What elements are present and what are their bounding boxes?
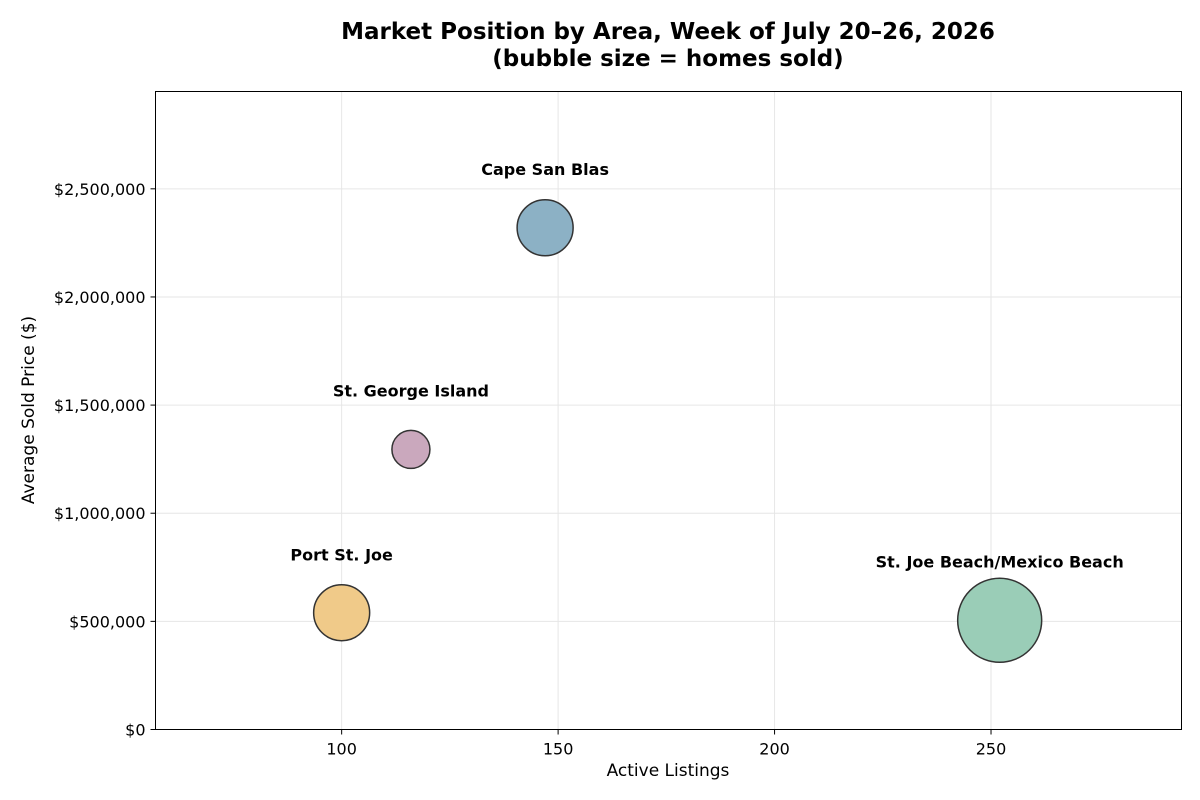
chart-title-line-2: (bubble size = homes sold) [492, 46, 843, 72]
x-tick-label: 200 [759, 740, 790, 759]
axis-ticks: 100 150 200 250 $0 $500,000 $1,000,000 $1,500,0… [54, 180, 1006, 759]
bubble-point [956, 577, 1043, 664]
bubble-label: St. George Island [333, 381, 489, 400]
y-axis-label: Average Sold Price ($) [19, 316, 39, 504]
y-tick-label: $1,500,000 [54, 396, 146, 415]
bubble-point [312, 583, 371, 642]
bubble-labels: St. Joe Beach/Mexico Beach Port St. Joe Ca… [290, 160, 1123, 572]
y-tick-label: $0 [125, 721, 145, 740]
y-tick-label: $500,000 [69, 612, 145, 631]
x-axis-label: Active Listings [607, 761, 730, 781]
y-tick-label: $1,000,000 [54, 504, 146, 523]
bubble-label: St. Joe Beach/Mexico Beach [876, 552, 1124, 571]
bubble-label: Cape San Blas [481, 160, 609, 179]
y-tick-label: $2,500,000 [54, 180, 146, 199]
bubbles [312, 199, 1043, 664]
x-tick-label: 100 [326, 740, 357, 759]
bubble-label: Port St. Joe [290, 546, 393, 565]
plot-frame [155, 91, 1182, 730]
x-tick-label: 150 [543, 740, 574, 759]
chart-title-line-1: Market Position by Area, Week of July 20… [341, 19, 995, 45]
bubble-point [391, 429, 431, 470]
x-tick-label: 250 [976, 740, 1007, 759]
bubble-point [516, 199, 574, 257]
y-tick-label: $2,000,000 [54, 288, 146, 307]
